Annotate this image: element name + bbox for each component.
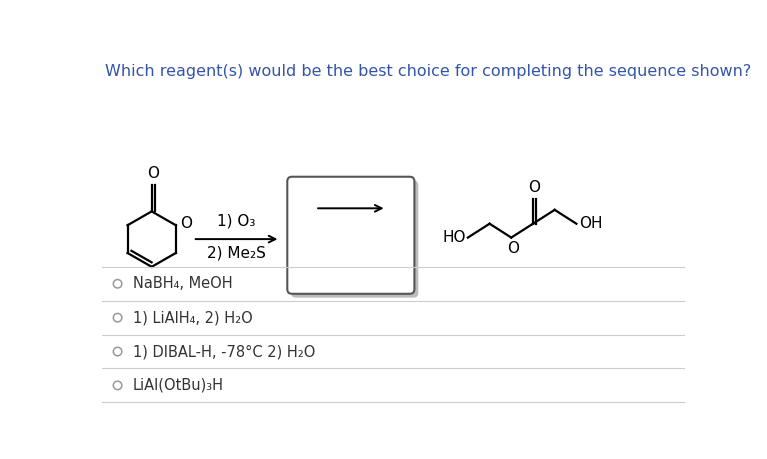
Text: 1) LiAlH₄, 2) H₂O: 1) LiAlH₄, 2) H₂O xyxy=(133,310,253,325)
Text: 2) Me₂S: 2) Me₂S xyxy=(207,245,266,260)
FancyBboxPatch shape xyxy=(291,180,418,297)
FancyBboxPatch shape xyxy=(288,177,414,294)
Text: OH: OH xyxy=(578,216,602,231)
Text: 1) O₃: 1) O₃ xyxy=(217,213,255,228)
Text: LiAl(OtBu)₃H: LiAl(OtBu)₃H xyxy=(133,378,224,393)
Text: O: O xyxy=(528,180,541,195)
Text: O: O xyxy=(179,216,192,231)
Text: O: O xyxy=(147,166,160,180)
Text: NaBH₄, MeOH: NaBH₄, MeOH xyxy=(133,276,232,291)
Text: 1) DIBAL-H, -78°C 2) H₂O: 1) DIBAL-H, -78°C 2) H₂O xyxy=(133,344,315,359)
Text: HO: HO xyxy=(443,230,466,245)
Text: O: O xyxy=(507,241,518,257)
Text: Which reagent(s) would be the best choice for completing the sequence shown?: Which reagent(s) would be the best choic… xyxy=(105,63,752,78)
